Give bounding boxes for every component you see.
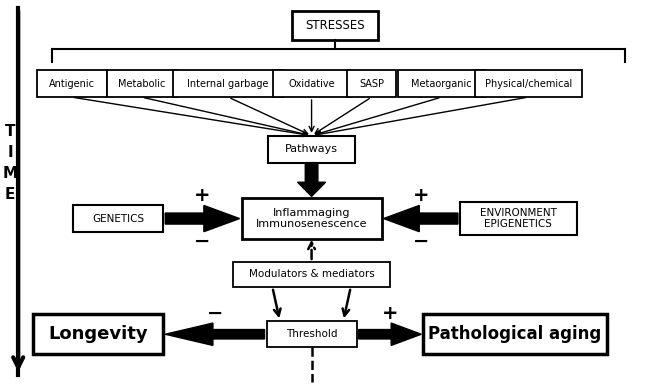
Text: Physical/chemical: Physical/chemical bbox=[484, 79, 572, 89]
FancyBboxPatch shape bbox=[242, 198, 381, 239]
Polygon shape bbox=[359, 323, 421, 346]
Polygon shape bbox=[165, 205, 240, 232]
Text: +: + bbox=[382, 303, 398, 322]
Text: Internal garbage: Internal garbage bbox=[187, 79, 269, 89]
Text: Threshold: Threshold bbox=[286, 329, 337, 339]
Polygon shape bbox=[165, 323, 264, 346]
Text: Pathways: Pathways bbox=[285, 144, 338, 154]
Text: Pathological aging: Pathological aging bbox=[428, 325, 601, 343]
Polygon shape bbox=[383, 205, 458, 232]
Text: Metabolic: Metabolic bbox=[118, 79, 165, 89]
Text: −: − bbox=[194, 231, 211, 250]
FancyBboxPatch shape bbox=[37, 70, 106, 97]
FancyBboxPatch shape bbox=[73, 205, 163, 232]
FancyBboxPatch shape bbox=[475, 70, 581, 97]
Text: Antigenic: Antigenic bbox=[49, 79, 94, 89]
Text: Metaorganic: Metaorganic bbox=[411, 79, 472, 89]
FancyBboxPatch shape bbox=[292, 11, 378, 40]
Text: Modulators & mediators: Modulators & mediators bbox=[249, 269, 375, 279]
Text: −: − bbox=[207, 303, 223, 322]
Text: T
I
M
E: T I M E bbox=[3, 124, 18, 202]
FancyBboxPatch shape bbox=[33, 314, 163, 354]
FancyBboxPatch shape bbox=[106, 70, 177, 97]
FancyBboxPatch shape bbox=[460, 202, 577, 235]
FancyBboxPatch shape bbox=[423, 314, 607, 354]
FancyBboxPatch shape bbox=[266, 321, 357, 348]
FancyBboxPatch shape bbox=[347, 70, 396, 97]
Text: Inflammaging
Immunosenescence: Inflammaging Immunosenescence bbox=[256, 208, 367, 229]
FancyBboxPatch shape bbox=[173, 70, 283, 97]
FancyBboxPatch shape bbox=[398, 70, 485, 97]
Polygon shape bbox=[298, 163, 326, 196]
Text: Longevity: Longevity bbox=[48, 325, 148, 343]
FancyBboxPatch shape bbox=[273, 70, 350, 97]
FancyBboxPatch shape bbox=[268, 136, 355, 163]
Text: STRESSES: STRESSES bbox=[305, 19, 365, 32]
Text: GENETICS: GENETICS bbox=[92, 214, 145, 224]
Text: ENVIRONMENT
EPIGENETICS: ENVIRONMENT EPIGENETICS bbox=[480, 208, 557, 229]
Text: SASP: SASP bbox=[359, 79, 384, 89]
Text: −: − bbox=[413, 231, 429, 250]
Text: +: + bbox=[413, 186, 429, 205]
FancyBboxPatch shape bbox=[233, 262, 390, 287]
Text: Oxidative: Oxidative bbox=[288, 79, 335, 89]
Text: +: + bbox=[194, 186, 211, 205]
